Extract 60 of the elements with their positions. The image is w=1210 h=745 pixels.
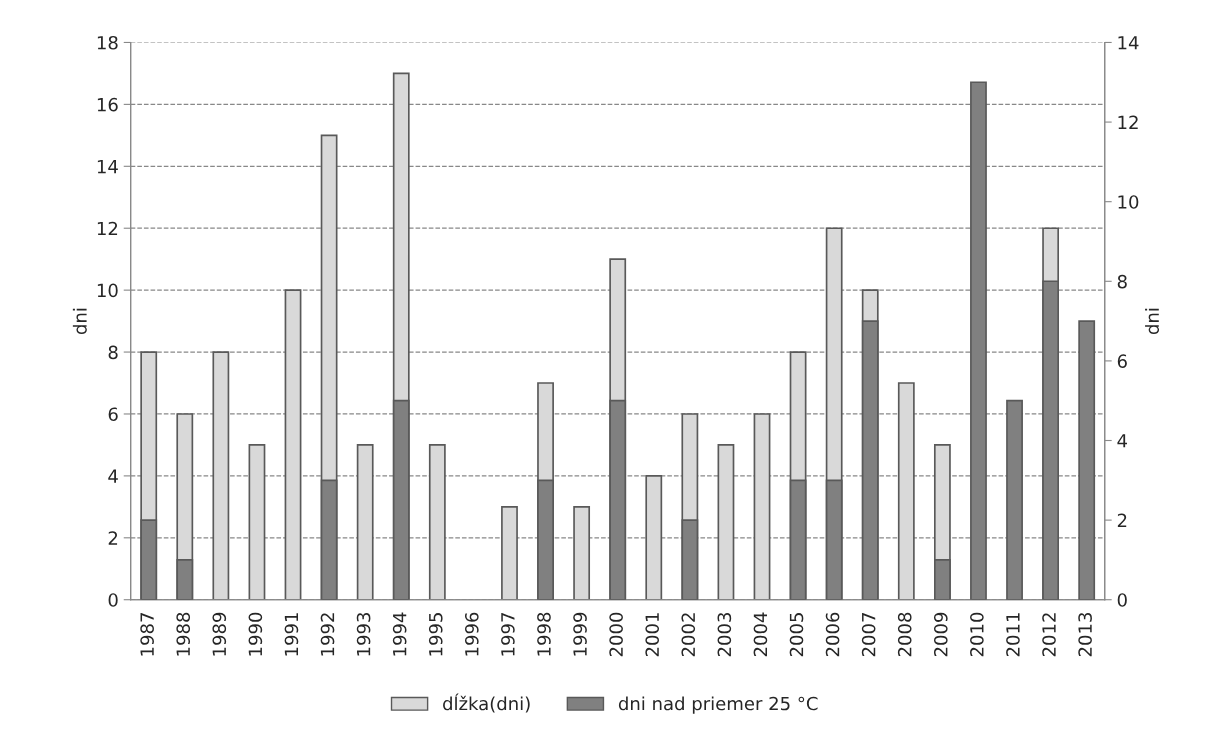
y2-tick-label: 4: [1117, 434, 1128, 448]
x-tick-label: 1995: [428, 613, 443, 656]
y2-tick-label: 6: [1117, 354, 1127, 369]
x-tick-label: 1990: [248, 612, 263, 656]
y2-tick-label: 12: [1118, 115, 1138, 129]
bar: [717, 444, 735, 600]
x-tick-label: 1994: [392, 612, 407, 656]
bar: [248, 444, 266, 600]
y2-axis-title: dni: [1145, 308, 1160, 335]
y-tick-label: 14: [97, 160, 118, 174]
y-tick-label: 10: [97, 283, 118, 298]
bar: [753, 413, 771, 600]
x-tick-label: 2002: [681, 613, 696, 657]
y-tick-label: 2: [108, 531, 118, 545]
y2-tick-label: 2: [1117, 513, 1127, 527]
x-tick-label: 2004: [753, 612, 768, 657]
y-axis-title: dni: [72, 308, 87, 335]
x-tick-label: 1988: [176, 612, 191, 656]
x-tick-label: 2010: [970, 612, 984, 657]
y2-tick-label: 8: [1117, 274, 1127, 289]
bar: [212, 351, 230, 600]
y-tick-label: 0: [108, 593, 118, 607]
bar: [645, 475, 663, 600]
y-tick-label: 12: [97, 221, 118, 236]
x-tick-label: 2012: [1042, 613, 1056, 657]
bar: [356, 444, 374, 600]
x-tick-label: 2007: [861, 613, 876, 657]
y2-tick-label: 0: [1117, 593, 1127, 607]
x-tick-label: 2009: [933, 612, 948, 657]
x-tick-label: 1996: [464, 612, 479, 656]
x-tick-label: 1989: [212, 612, 227, 656]
y-tick-label: 18: [97, 35, 118, 50]
x-tick-label: 2013: [1078, 612, 1092, 657]
x-tick-label: 2005: [789, 613, 804, 657]
bar: [573, 506, 591, 600]
x-tick-label: 2000: [609, 612, 623, 657]
y-tick-label: 8: [108, 345, 118, 360]
x-tick-label: 2008: [897, 612, 912, 657]
x-tick-label: 1992: [320, 613, 335, 656]
legend-label: dni nad priemer 25 °C: [618, 696, 818, 714]
y2-tick-label: 10: [1118, 195, 1139, 209]
y2-tick-label: 14: [1118, 36, 1139, 50]
bar: [897, 382, 915, 600]
x-tick-label: 1999: [573, 612, 587, 656]
x-tick-label: 2003: [717, 612, 732, 657]
bar: [501, 506, 518, 600]
bar: [284, 289, 302, 600]
y-tick-label: 4: [108, 469, 118, 483]
x-tick-label: 1987: [140, 613, 154, 656]
x-tick-label: 2006: [825, 612, 840, 657]
x-tick-label: 1997: [501, 613, 515, 656]
x-tick-label: 2001: [645, 613, 660, 657]
y-tick-label: 16: [97, 97, 118, 112]
x-tick-label: 1998: [537, 612, 551, 656]
y-tick-label: 6: [108, 407, 118, 422]
bar: [428, 444, 446, 600]
x-tick-label: 2011: [1006, 613, 1020, 657]
x-tick-label: 1993: [356, 612, 371, 656]
x-tick-label: 1991: [284, 613, 299, 656]
legend-label: dĺžka(dni): [443, 693, 530, 713]
